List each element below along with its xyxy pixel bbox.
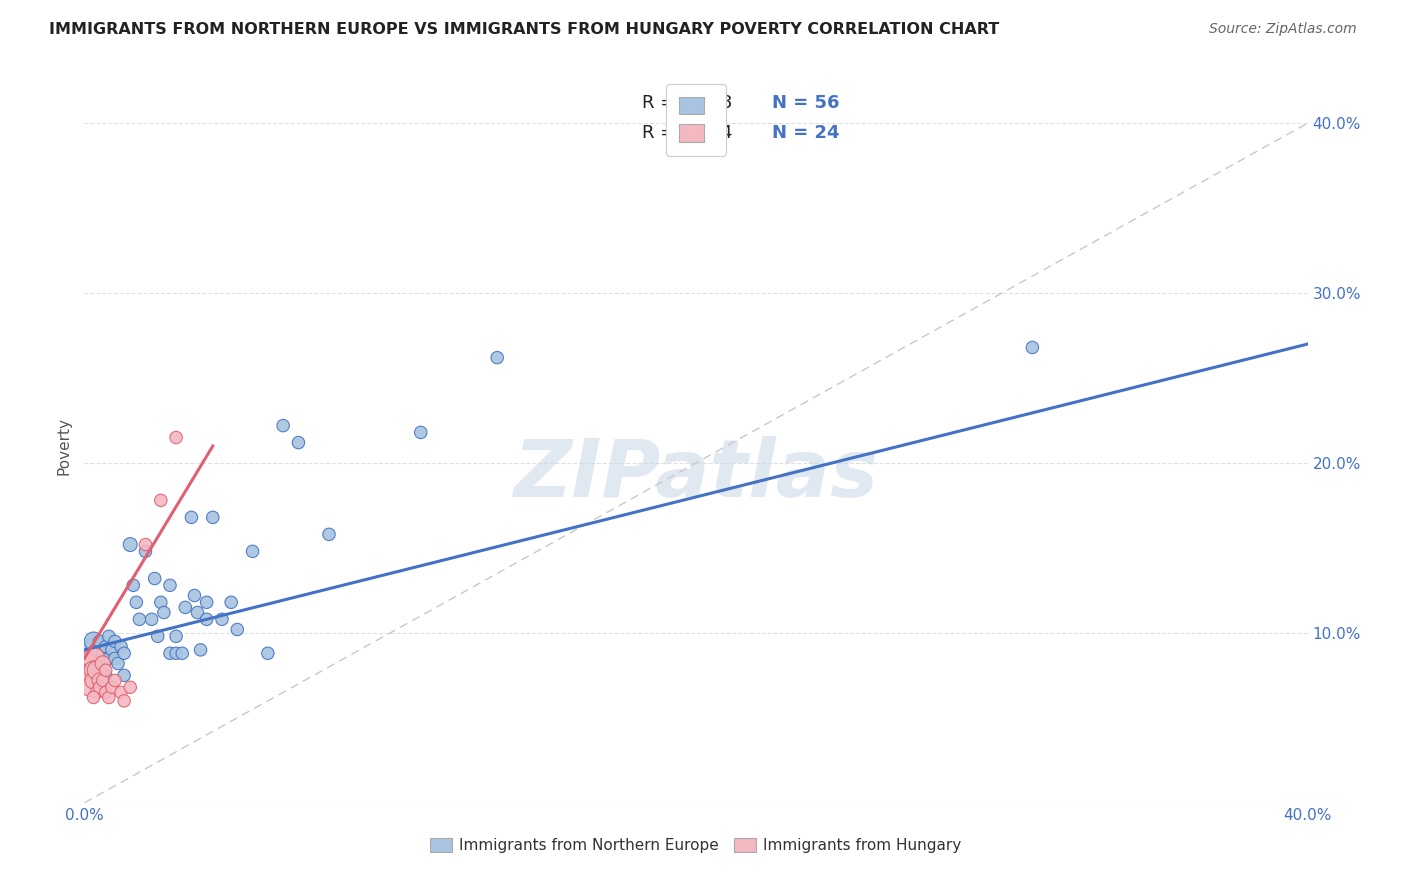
Point xyxy=(153,606,176,620)
Point xyxy=(83,690,105,705)
Point xyxy=(86,685,108,699)
Point xyxy=(180,510,202,524)
Point xyxy=(97,651,120,665)
Point xyxy=(86,663,108,677)
Point xyxy=(122,578,145,592)
Point xyxy=(143,572,166,586)
Point xyxy=(211,612,233,626)
Text: R = 0.408: R = 0.408 xyxy=(643,95,733,112)
Point xyxy=(91,657,114,671)
Point xyxy=(174,600,197,615)
Point xyxy=(409,425,432,440)
Text: ZIPatlas: ZIPatlas xyxy=(513,435,879,514)
Point xyxy=(141,612,163,626)
Point xyxy=(94,685,117,699)
Point xyxy=(83,673,105,688)
Point xyxy=(128,612,150,626)
Text: R = 0.334: R = 0.334 xyxy=(643,124,733,142)
Point xyxy=(242,544,264,558)
Point xyxy=(79,680,101,694)
Point xyxy=(165,629,187,643)
Point xyxy=(83,634,105,648)
Point xyxy=(83,663,105,677)
Point xyxy=(101,680,124,694)
Point xyxy=(104,673,127,688)
Point xyxy=(91,673,114,688)
Point xyxy=(159,646,181,660)
Point xyxy=(94,668,117,682)
Point xyxy=(257,646,280,660)
Point xyxy=(83,646,105,660)
Point xyxy=(195,595,218,609)
Point xyxy=(89,673,111,688)
Point xyxy=(149,493,172,508)
Point xyxy=(159,578,181,592)
Point xyxy=(86,643,108,657)
Point xyxy=(201,510,224,524)
Point xyxy=(89,663,111,677)
Legend: Immigrants from Northern Europe, Immigrants from Hungary: Immigrants from Northern Europe, Immigra… xyxy=(425,832,967,859)
Point xyxy=(186,606,208,620)
Point xyxy=(125,595,148,609)
Point xyxy=(112,694,135,708)
Point xyxy=(486,351,509,365)
Point xyxy=(107,657,129,671)
Point xyxy=(97,690,120,705)
Point xyxy=(97,629,120,643)
Point xyxy=(89,634,111,648)
Point xyxy=(146,629,169,643)
Point xyxy=(195,612,218,626)
Point xyxy=(83,651,105,665)
Point xyxy=(110,640,132,654)
Text: N = 56: N = 56 xyxy=(772,95,839,112)
Text: IMMIGRANTS FROM NORTHERN EUROPE VS IMMIGRANTS FROM HUNGARY POVERTY CORRELATION C: IMMIGRANTS FROM NORTHERN EUROPE VS IMMIG… xyxy=(49,22,1000,37)
Point xyxy=(76,651,98,665)
Point xyxy=(190,643,212,657)
Point xyxy=(110,685,132,699)
Point xyxy=(94,663,117,677)
Point xyxy=(165,646,187,660)
Y-axis label: Poverty: Poverty xyxy=(56,417,72,475)
Point xyxy=(135,544,157,558)
Point xyxy=(104,651,127,665)
Point xyxy=(101,643,124,657)
Point xyxy=(79,668,101,682)
Point xyxy=(287,435,309,450)
Point xyxy=(120,680,142,694)
Point xyxy=(112,646,135,660)
Point xyxy=(104,634,127,648)
Point xyxy=(86,657,108,671)
Point xyxy=(79,660,101,674)
Point xyxy=(94,640,117,654)
Point xyxy=(112,668,135,682)
Point xyxy=(91,646,114,660)
Point xyxy=(183,589,205,603)
Point xyxy=(318,527,340,541)
Point xyxy=(165,430,187,444)
Point xyxy=(120,537,142,551)
Point xyxy=(271,418,294,433)
Point xyxy=(1021,341,1043,355)
Text: N = 24: N = 24 xyxy=(772,124,839,142)
Point xyxy=(172,646,194,660)
Point xyxy=(149,595,172,609)
Point xyxy=(79,640,101,654)
Point xyxy=(226,623,249,637)
Point xyxy=(76,660,98,674)
Text: Source: ZipAtlas.com: Source: ZipAtlas.com xyxy=(1209,22,1357,37)
Point xyxy=(91,657,114,671)
Point xyxy=(89,680,111,694)
Point xyxy=(135,537,157,551)
Point xyxy=(219,595,242,609)
